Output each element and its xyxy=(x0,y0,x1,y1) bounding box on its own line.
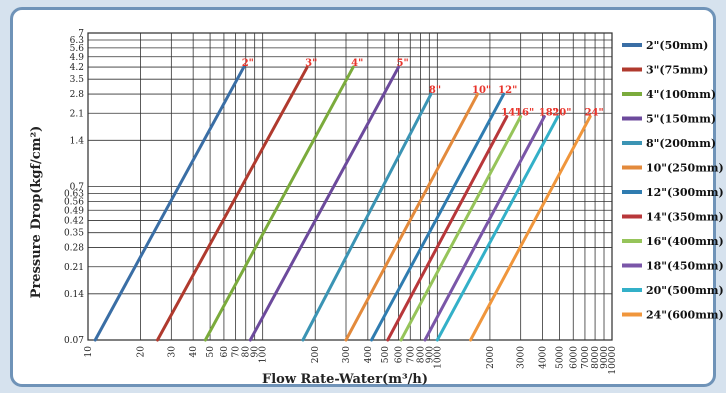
y-tick-label: 0.49 xyxy=(64,206,84,216)
y-tick-label: 0.42 xyxy=(64,217,84,227)
legend-entry: 10"(250mm) xyxy=(646,162,724,175)
series-line xyxy=(248,65,401,342)
y-tick-label: 0.28 xyxy=(64,244,84,254)
x-tick-label: 2000 xyxy=(486,346,496,369)
legend-entry: 20"(500mm) xyxy=(646,284,724,297)
x-tick-label: 4000 xyxy=(538,346,548,369)
x-tick-label: 10 xyxy=(84,346,94,358)
legend-entry: 18"(450mm) xyxy=(646,260,724,273)
legend-entry: 2"(50mm) xyxy=(646,39,708,52)
x-tick-label: 80 xyxy=(242,346,252,358)
series-line xyxy=(156,65,309,342)
series-line xyxy=(386,115,509,342)
y-axis-title: Pressure Drop(kgf/cm²) xyxy=(29,126,44,299)
series-line xyxy=(435,115,560,342)
x-tick-label: 700 xyxy=(406,346,416,363)
y-tick-label: 4.2 xyxy=(70,63,84,73)
x-tick-label: 600 xyxy=(395,346,405,363)
y-tick-label: 0.21 xyxy=(64,263,84,273)
x-axis-title: Flow Rate-Water(m³/h) xyxy=(262,372,428,387)
x-tick-label: 40 xyxy=(189,346,199,358)
x-tick-label: 800 xyxy=(416,346,426,363)
series-end-label: 3" xyxy=(305,58,317,69)
series-end-label: 18" xyxy=(539,108,558,119)
legend-entry: 12"(300mm) xyxy=(646,186,724,199)
series-end-label: 4" xyxy=(351,58,363,69)
y-tick-label: 0.56 xyxy=(64,197,84,207)
x-tick-label: 7000 xyxy=(581,346,591,369)
legend-entry: 3"(75mm) xyxy=(646,64,708,77)
y-tick-label: 0.14 xyxy=(64,290,84,300)
legend-entry: 5"(150mm) xyxy=(646,113,716,126)
series-end-label: 20" xyxy=(552,108,571,119)
y-tick-label: 0.07 xyxy=(64,336,84,346)
x-tick-label: 900 xyxy=(425,346,435,363)
x-tick-label: 100 xyxy=(259,346,269,363)
x-tick-label: 20 xyxy=(137,346,147,358)
y-tick-label: 5.6 xyxy=(70,44,85,54)
legend-entry: 16"(400mm) xyxy=(646,235,724,248)
x-tick-label: 5000 xyxy=(555,346,565,369)
x-tick-label: 70 xyxy=(232,346,242,358)
series-end-label: 16" xyxy=(515,108,534,119)
series-end-label: 12" xyxy=(498,85,517,96)
y-tick-label: 3.5 xyxy=(70,75,85,85)
legend-entry: 4"(100mm) xyxy=(646,88,716,101)
y-tick-label: 0.63 xyxy=(64,190,84,200)
grid xyxy=(87,32,613,341)
series-line xyxy=(93,65,246,342)
series-line xyxy=(469,115,592,342)
y-tick-label: 1.4 xyxy=(70,136,85,146)
x-tick-label: 90 xyxy=(251,346,261,358)
x-tick-label: 8000 xyxy=(591,346,601,369)
series-line xyxy=(344,92,480,342)
series-lines xyxy=(93,65,592,342)
series-end-label: 8" xyxy=(429,85,441,96)
series-line xyxy=(370,92,506,342)
x-tick-label: 50 xyxy=(206,346,216,358)
x-tick-label: 9000 xyxy=(600,346,610,369)
legend-entry: 24"(600mm) xyxy=(646,309,724,322)
series-end-label: 14" xyxy=(501,108,520,119)
series-end-label: 5" xyxy=(396,58,408,69)
y-tick-label: 0.35 xyxy=(64,229,84,239)
x-tick-label: 30 xyxy=(167,346,177,358)
series-end-label: 10" xyxy=(472,85,491,96)
y-tick-label: 6.3 xyxy=(70,36,85,46)
series-end-label: 2" xyxy=(242,58,254,69)
x-tick-label: 60 xyxy=(220,346,230,358)
series-line xyxy=(203,65,355,342)
x-tick-label: 6000 xyxy=(569,346,579,369)
series-line xyxy=(399,115,523,342)
y-tick-label: 2.1 xyxy=(70,109,84,119)
x-tick-label: 1000 xyxy=(433,346,443,369)
series-line xyxy=(423,115,546,342)
x-tick-label: 10000 xyxy=(608,346,618,375)
y-tick-labels: 0.07 0.14 0.21 0.28 0.35 0.420.490.560.630.7 1… xyxy=(64,29,84,346)
legend-entry: 8"(200mm) xyxy=(646,137,716,150)
x-tick-label: 500 xyxy=(381,346,391,363)
x-tick-label: 200 xyxy=(311,346,321,363)
x-tick-label: 400 xyxy=(364,346,374,363)
series-end-label: 24" xyxy=(585,108,604,119)
y-tick-label: 2.8 xyxy=(70,90,85,100)
legend: 2"(50mm) 3"(75mm) 4"(100mm) 5"(150mm) 8"(200… xyxy=(622,39,724,322)
series-line xyxy=(301,92,433,342)
x-tick-label: 300 xyxy=(342,346,352,363)
y-tick-label: 7 xyxy=(78,29,84,39)
x-tick-label: 3000 xyxy=(517,346,527,369)
legend-entry: 14"(350mm) xyxy=(646,211,724,224)
y-tick-label: 4.9 xyxy=(70,53,85,63)
chart-frame xyxy=(10,7,716,387)
y-tick-label: 0.7 xyxy=(70,183,85,193)
series-labels: 2" 3" 4" 5" 8" 10" 12" 14"16" 18"20" 24" xyxy=(242,58,604,118)
